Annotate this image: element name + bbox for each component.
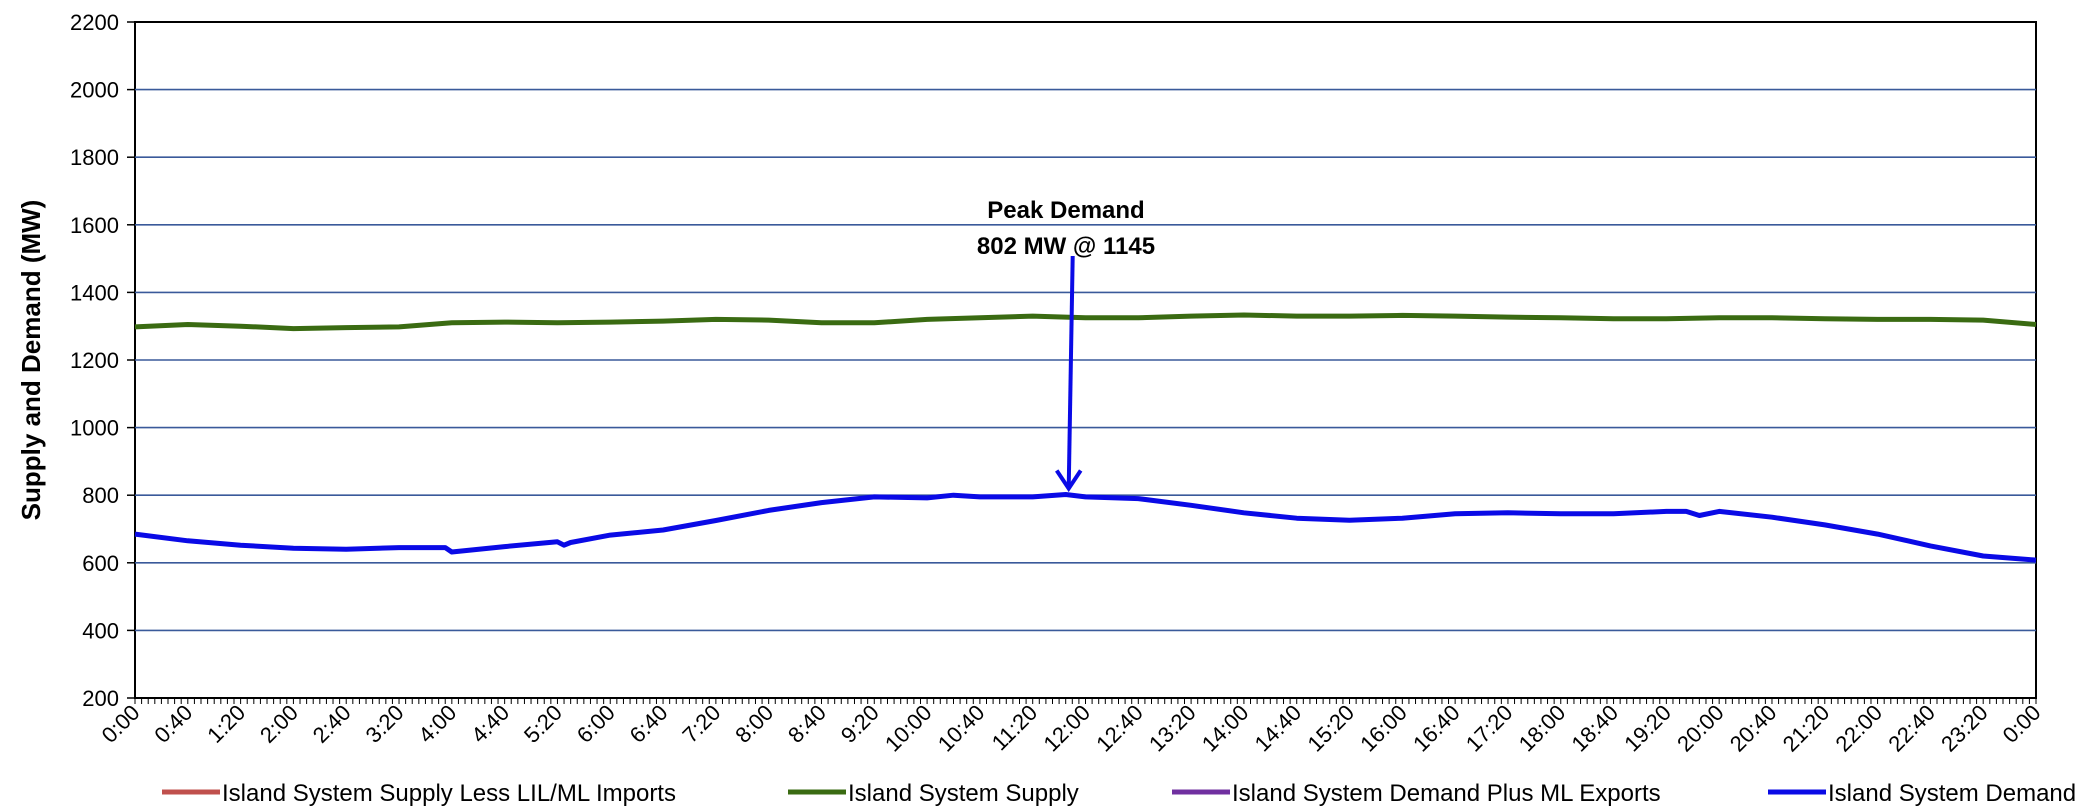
y-tick-label: 800 xyxy=(82,483,119,508)
x-tick-label: 14:00 xyxy=(1197,700,1254,757)
y-tick-label: 200 xyxy=(82,686,119,711)
x-tick-label: 4:40 xyxy=(466,700,514,748)
y-tick-label: 1600 xyxy=(70,213,119,238)
x-tick-label: 2:00 xyxy=(255,700,303,748)
annotation-arrow xyxy=(1066,255,1075,489)
y-tick-label: 1400 xyxy=(70,280,119,305)
y-axis-label: Supply and Demand (MW) xyxy=(16,200,46,521)
x-tick-label: 9:20 xyxy=(836,700,884,748)
x-tick-label: 20:00 xyxy=(1672,700,1729,757)
x-tick-label: 12:40 xyxy=(1091,700,1148,757)
x-tick-label: 10:40 xyxy=(933,700,990,757)
y-tick-label: 2000 xyxy=(70,78,119,103)
y-tick-label: 400 xyxy=(82,618,119,643)
x-tick-label: 4:00 xyxy=(413,700,461,748)
x-tick-label: 13:20 xyxy=(1144,700,1201,757)
x-tick-label: 12:00 xyxy=(1038,700,1095,757)
x-tick-label: 5:20 xyxy=(519,700,567,748)
x-tick-label: 2:40 xyxy=(308,700,356,748)
x-tick-label: 16:00 xyxy=(1355,700,1412,757)
y-tick-label: 1200 xyxy=(70,348,119,373)
x-tick-label: 23:20 xyxy=(1936,700,1993,757)
x-tick-label: 22:00 xyxy=(1831,700,1888,757)
x-tick-label: 15:20 xyxy=(1302,700,1359,757)
x-tick-label: 8:40 xyxy=(783,700,831,748)
y-tick-label: 600 xyxy=(82,551,119,576)
series-line-1 xyxy=(134,312,2037,332)
x-tick-label: 0:00 xyxy=(1998,700,2046,748)
series-line-3 xyxy=(134,492,2037,563)
x-tick-label: 17:20 xyxy=(1461,700,1518,757)
legend-label: Island System Supply xyxy=(848,780,1079,807)
gridlines xyxy=(134,21,2037,699)
x-tick-label: 11:20 xyxy=(987,700,1042,755)
x-tick-label: 18:00 xyxy=(1514,700,1571,757)
legend: Island System Supply Less LIL/ML Imports… xyxy=(162,780,2076,807)
annotation-line2: 802 MW @ 1145 xyxy=(977,233,1155,260)
x-tick-label: 8:00 xyxy=(730,700,778,748)
x-tick-label: 10:00 xyxy=(880,700,937,757)
peak-annotation: Peak Demand 802 MW @ 1145 xyxy=(977,197,1155,493)
y-tick-label: 1800 xyxy=(70,145,119,170)
series-lines xyxy=(134,312,2037,563)
annotation-arrowhead xyxy=(1055,469,1083,493)
y-tick-label: 2200 xyxy=(70,10,119,35)
x-tick-label: 1:20 xyxy=(202,700,250,748)
y-axis-ticks: 200 400 600 800 1000 1200 1400 1600 1800 2000 2200 xyxy=(70,10,135,711)
x-axis-ticks: 0:00 0:40 1:20 2:00 2:40 3:20 4:00 4:40 5:20 6:00… xyxy=(97,698,2046,756)
x-tick-label: 0:40 xyxy=(149,700,197,748)
x-tick-label: 6:00 xyxy=(572,700,620,748)
x-tick-label: 6:40 xyxy=(625,700,673,748)
legend-label: Island System Demand xyxy=(1828,780,2076,807)
x-tick-label: 3:20 xyxy=(361,700,409,748)
legend-label: Island System Demand Plus ML Exports xyxy=(1232,780,1661,807)
x-tick-label: 16:40 xyxy=(1408,700,1465,757)
legend-label: Island System Supply Less LIL/ML Imports xyxy=(222,780,676,807)
x-tick-label: 7:20 xyxy=(677,700,725,748)
x-tick-label: 20:40 xyxy=(1725,700,1782,757)
x-tick-label: 18:40 xyxy=(1566,700,1623,757)
y-tick-label: 1000 xyxy=(70,416,119,441)
x-tick-label: 14:40 xyxy=(1250,700,1307,757)
x-tick-label: 21:20 xyxy=(1778,700,1835,757)
x-tick-label: 22:40 xyxy=(1883,700,1940,757)
annotation-line1: Peak Demand xyxy=(987,197,1144,224)
x-tick-label: 19:20 xyxy=(1619,700,1676,757)
